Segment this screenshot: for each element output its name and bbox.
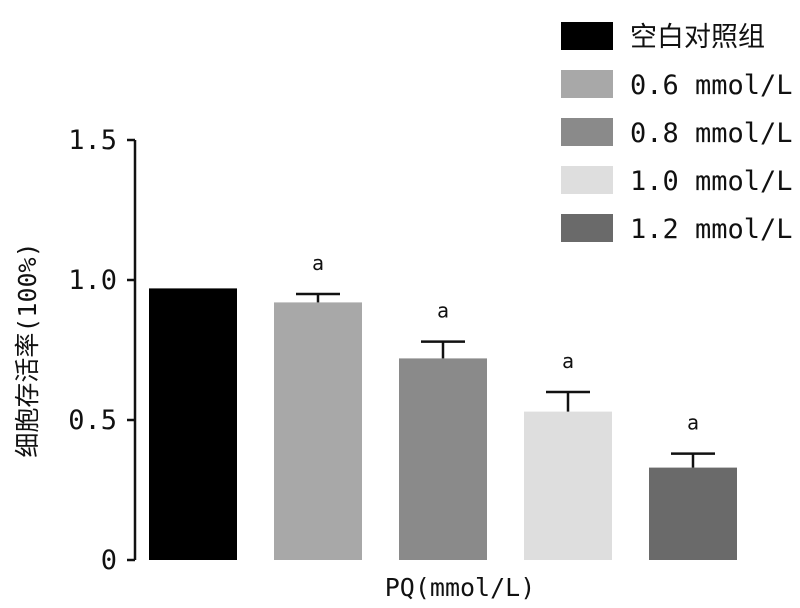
bar-4	[524, 411, 612, 560]
legend-swatch-1	[561, 22, 613, 50]
significance-label-4: a	[562, 349, 574, 373]
y-tick-label: 1.5	[68, 125, 117, 156]
bar-1	[149, 288, 237, 560]
bar-2	[274, 302, 362, 560]
annotations-group: a a a a	[312, 251, 699, 435]
x-axis-title: PQ(mmol/L)	[385, 573, 536, 602]
y-axis-title: 细胞存活率(100%)	[13, 242, 42, 457]
significance-label-5: a	[687, 411, 699, 435]
bars-group	[149, 288, 737, 560]
legend-swatch-2	[561, 70, 613, 98]
error-bars-group	[296, 292, 715, 468]
legend-label-4: 1.0 mmol/L	[630, 166, 793, 197]
y-tick-label: 1.0	[68, 265, 117, 296]
legend-label-5: 1.2 mmol/L	[630, 214, 793, 245]
bar-5	[649, 467, 737, 560]
legend-swatch-3	[561, 118, 613, 146]
legend-swatch-5	[561, 214, 613, 242]
significance-label-2: a	[312, 251, 324, 275]
legend-swatch-4	[561, 166, 613, 194]
bar-3	[399, 358, 487, 560]
legend-label-2: 0.6 mmol/L	[630, 70, 793, 101]
legend-label-1: 空白对照组	[630, 22, 765, 53]
y-tick-label: 0.5	[68, 405, 117, 436]
significance-label-3: a	[437, 299, 449, 323]
legend: 空白对照组 0.6 mmol/L 0.8 mmol/L 1.0 mmol/L 1.2 m…	[561, 22, 793, 245]
legend-label-3: 0.8 mmol/L	[630, 118, 793, 149]
y-ticks-group: 0 0.5 1.0 1.5	[68, 125, 135, 576]
y-tick-label: 0	[101, 545, 117, 576]
